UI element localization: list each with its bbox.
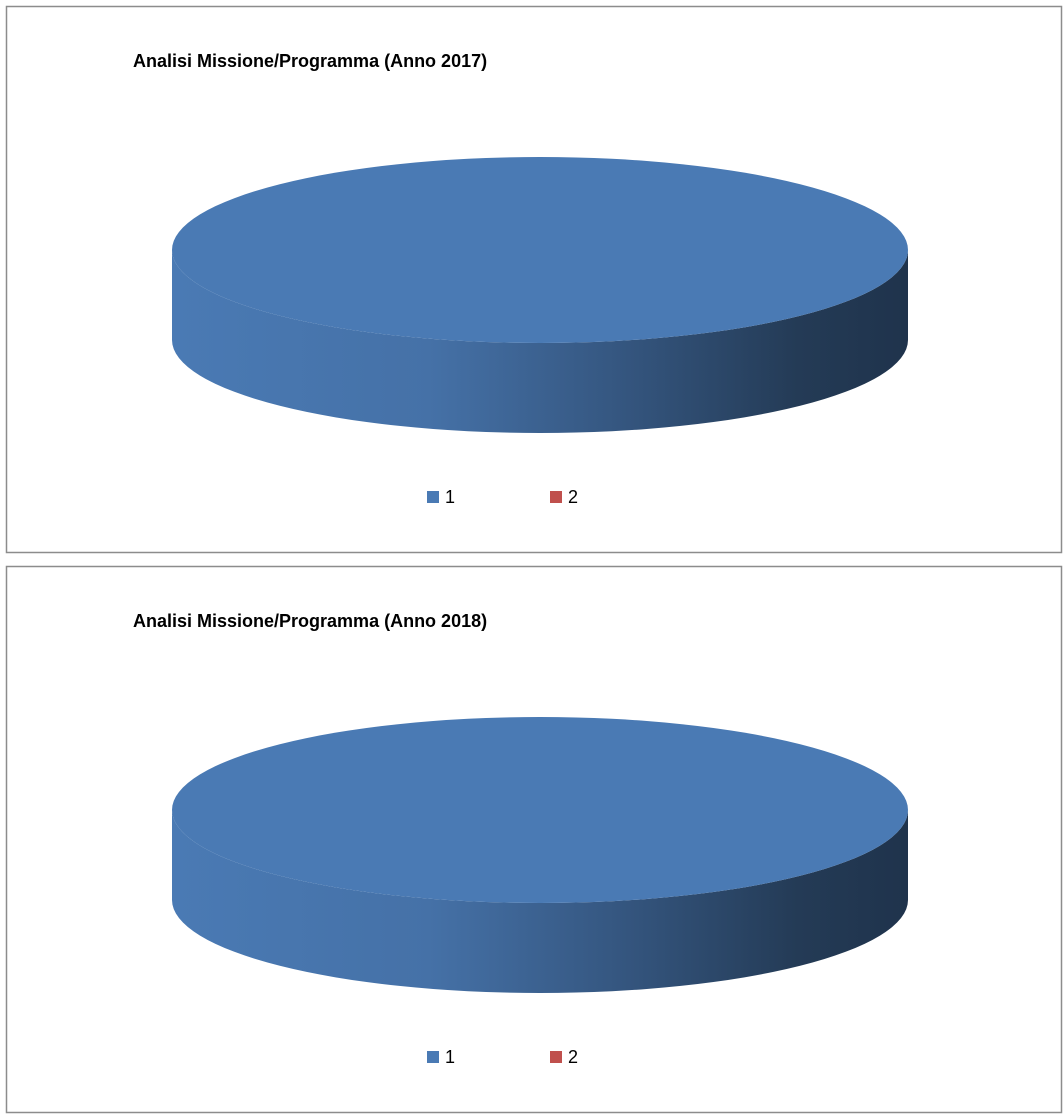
legend-swatch: [550, 1051, 562, 1063]
legend-label: 2: [568, 487, 578, 507]
legend-swatch: [550, 491, 562, 503]
legend-label: 2: [568, 1047, 578, 1067]
chart-title: Analisi Missione/Programma (Anno 2017): [133, 51, 487, 71]
legend-swatch: [427, 491, 439, 503]
legend-label: 1: [445, 487, 455, 507]
pie-side: [172, 250, 908, 433]
pie-slice: [172, 157, 908, 343]
pie-side: [172, 810, 908, 993]
chart-title: Analisi Missione/Programma (Anno 2018): [133, 611, 487, 631]
legend-swatch: [427, 1051, 439, 1063]
legend-label: 1: [445, 1047, 455, 1067]
pie-slice: [172, 717, 908, 903]
